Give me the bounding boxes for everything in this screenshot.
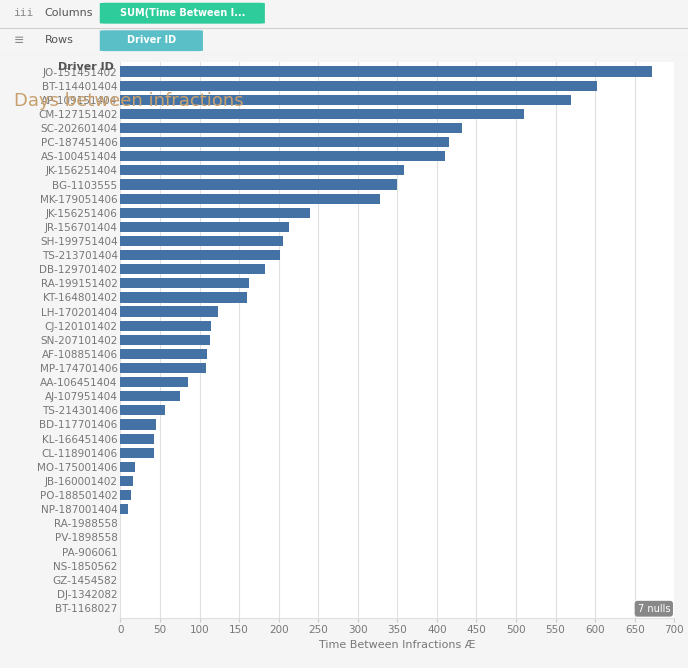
Text: Driver ID: Driver ID <box>58 61 114 71</box>
Bar <box>120 405 166 415</box>
Bar <box>120 151 444 162</box>
Bar <box>120 307 217 317</box>
Bar <box>120 236 283 246</box>
FancyBboxPatch shape <box>100 30 203 51</box>
Text: iii: iii <box>14 7 34 17</box>
Bar <box>120 293 247 303</box>
Bar <box>120 67 652 77</box>
Bar <box>120 377 188 387</box>
Bar <box>120 490 131 500</box>
Bar <box>120 321 211 331</box>
Bar <box>120 194 380 204</box>
Text: Days between infractions: Days between infractions <box>14 92 244 110</box>
Text: SUM(Time Between I...: SUM(Time Between I... <box>120 7 245 17</box>
Bar <box>120 165 404 176</box>
Bar <box>120 476 133 486</box>
Bar <box>120 264 265 275</box>
Bar <box>120 123 462 133</box>
Bar <box>120 434 153 444</box>
Bar <box>120 363 206 373</box>
Text: 7 nulls: 7 nulls <box>638 604 670 614</box>
FancyBboxPatch shape <box>100 3 265 23</box>
Bar <box>120 335 210 345</box>
Bar <box>120 137 449 147</box>
Bar <box>120 180 398 190</box>
Bar <box>120 391 180 401</box>
Bar <box>120 279 249 289</box>
Text: Driver ID: Driver ID <box>127 35 176 45</box>
Bar <box>120 448 153 458</box>
Bar <box>120 81 597 91</box>
Bar <box>120 208 310 218</box>
Bar <box>120 250 280 260</box>
Text: ≡: ≡ <box>14 33 24 47</box>
X-axis label: Time Between Infractions Æ: Time Between Infractions Æ <box>319 641 475 651</box>
Text: Columns: Columns <box>45 7 93 17</box>
Bar <box>120 462 135 472</box>
Bar <box>120 349 208 359</box>
Bar <box>120 504 128 514</box>
Bar <box>120 420 156 430</box>
Bar <box>120 95 571 105</box>
Text: Rows: Rows <box>45 35 74 45</box>
Bar <box>120 109 524 119</box>
Bar <box>120 222 289 232</box>
